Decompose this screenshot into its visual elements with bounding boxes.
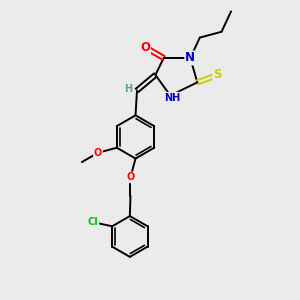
Text: O: O xyxy=(126,172,135,182)
Text: O: O xyxy=(94,148,102,158)
Text: O: O xyxy=(140,41,150,54)
Text: NH: NH xyxy=(164,93,180,103)
Text: H: H xyxy=(124,84,133,94)
Text: S: S xyxy=(213,68,222,82)
Text: N: N xyxy=(185,52,195,64)
Text: Cl: Cl xyxy=(88,217,98,227)
